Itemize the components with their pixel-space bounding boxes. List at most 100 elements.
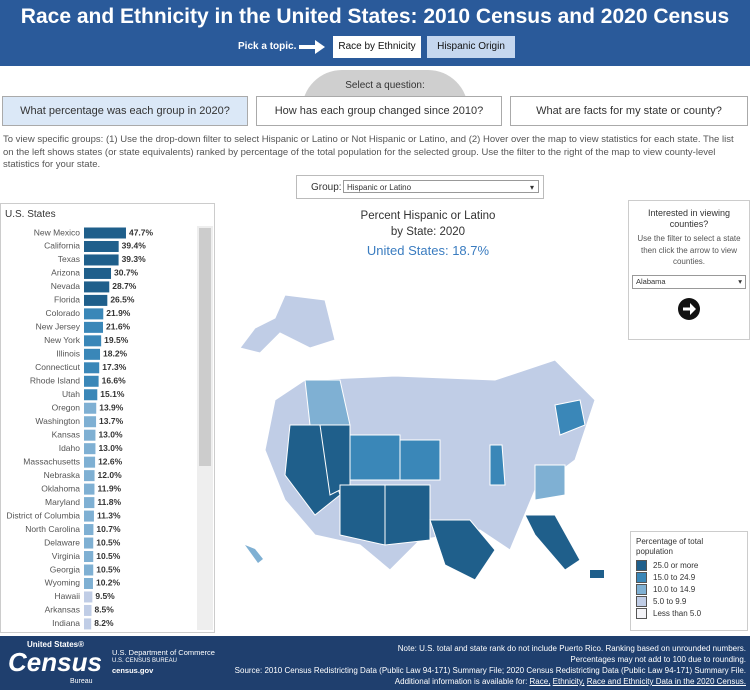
- bar: [84, 389, 98, 401]
- bureau: U.S. CENSUS BUREAU: [112, 658, 178, 664]
- state-label: Virginia: [52, 551, 80, 561]
- legend-item: 25.0 or more: [636, 560, 742, 571]
- agency: U.S. Department of Commerce U.S. CENSUS …: [112, 648, 215, 675]
- bar: [84, 429, 96, 441]
- value-label: 19.5%: [104, 335, 129, 345]
- state-label: Nevada: [51, 281, 81, 291]
- bar: [84, 294, 108, 306]
- value-label: 18.2%: [103, 349, 128, 359]
- state-label: Maryland: [45, 497, 80, 507]
- state-label: Arkansas: [45, 605, 80, 615]
- county-hint: Use the filter to select a state then cl…: [637, 234, 741, 266]
- question-tab-button[interactable]: How has each group changed since 2010?: [256, 96, 502, 126]
- pick-label: Pick a topic.: [238, 41, 297, 52]
- legend-label: 25.0 or more: [653, 561, 699, 570]
- legend-swatch: [636, 560, 647, 571]
- dept: U.S. Department of Commerce: [112, 648, 215, 657]
- state-dropdown[interactable]: Alabama ▾: [632, 274, 746, 289]
- logo-sub: Bureau: [70, 678, 93, 685]
- state-value: Alabama: [636, 276, 666, 286]
- bar: [84, 537, 94, 549]
- state-label: New York: [44, 335, 81, 345]
- bar: [84, 348, 101, 360]
- bar: [84, 483, 95, 495]
- value-label: 21.9%: [106, 308, 131, 318]
- value-label: 10.7%: [96, 524, 121, 534]
- state-label: Oklahoma: [41, 483, 80, 493]
- state-label: Washington: [35, 416, 80, 426]
- bar: [84, 470, 95, 482]
- bar: [84, 591, 93, 603]
- legend-label: 15.0 to 24.9: [653, 573, 696, 582]
- scrollbar[interactable]: [197, 226, 213, 630]
- state-label: Idaho: [59, 443, 81, 453]
- state-label: Nebraska: [44, 470, 81, 480]
- us-value: 18.7%: [452, 243, 490, 258]
- state-label: Massachusetts: [23, 456, 80, 466]
- value-label: 30.7%: [114, 268, 139, 278]
- link[interactable]: Race and Ethnicity Data in the 2020 Cens…: [586, 677, 746, 686]
- question-tab-button[interactable]: What percentage was each group in 2020?: [2, 96, 248, 126]
- legend-swatch: [636, 584, 647, 595]
- more: Additional information is available for:…: [186, 676, 746, 687]
- go-arrow[interactable]: [677, 297, 701, 321]
- group-dropdown[interactable]: Hispanic or Latino ▾: [343, 180, 539, 193]
- bar: [84, 456, 96, 468]
- dropdown-value: Hispanic or Latino: [347, 183, 412, 192]
- value-label: 13.0%: [98, 443, 123, 453]
- bar: [84, 375, 99, 387]
- note: Source: 2010 Census Redistricting Data (…: [234, 666, 746, 675]
- value-label: 10.2%: [96, 578, 121, 588]
- title: Race and Ethnicity in the United States:…: [20, 5, 730, 28]
- bar: [84, 240, 119, 252]
- bar: [84, 577, 93, 589]
- state-label: Arizona: [51, 268, 80, 278]
- us-total: United States: 18.7%: [300, 243, 556, 259]
- topic-button[interactable]: Hispanic Origin: [427, 36, 515, 58]
- state-label: New Mexico: [34, 227, 81, 237]
- group-filter: Group: Hispanic or Latino ▾: [296, 175, 544, 199]
- question-tab-button[interactable]: What are facts for my state or county?: [510, 96, 748, 126]
- bar: [84, 362, 100, 374]
- state-label: California: [44, 241, 80, 251]
- value-label: 21.6%: [106, 322, 131, 332]
- value-label: 11.3%: [97, 510, 121, 520]
- bar: [84, 618, 92, 630]
- bar: [84, 321, 104, 333]
- link[interactable]: Race,: [529, 677, 551, 686]
- bar: [84, 281, 110, 293]
- question-label: Select a question:: [345, 80, 425, 91]
- legend-item: 10.0 to 14.9: [636, 584, 742, 595]
- site: census.gov: [112, 666, 154, 675]
- value-label: 15.1%: [100, 389, 125, 399]
- instructions: To view specific groups: (1) Use the dro…: [3, 134, 734, 170]
- county-title: Interested in viewing counties?: [647, 208, 731, 229]
- legend-swatch: [636, 608, 647, 619]
- legend-swatch: [636, 572, 647, 583]
- value-label: 8.5%: [94, 605, 114, 615]
- bar: [84, 551, 94, 563]
- link[interactable]: Ethnicity,: [552, 677, 585, 686]
- state-label: Colorado: [46, 308, 81, 318]
- value-label: 26.5%: [110, 295, 135, 305]
- value-label: 11.8%: [97, 497, 121, 507]
- value-label: 13.7%: [99, 416, 124, 426]
- note: Note: U.S. total and state rank do not i…: [397, 644, 746, 653]
- state-label: Georgia: [50, 564, 81, 574]
- bar: [84, 335, 102, 347]
- state-label: Hawaii: [54, 591, 80, 601]
- legend-item: 15.0 to 24.9: [636, 572, 742, 583]
- value-label: 47.7%: [129, 227, 154, 237]
- legend-label: Less than 5.0: [653, 609, 702, 618]
- bar: [84, 254, 119, 266]
- legend-item: 5.0 to 9.9: [636, 596, 742, 607]
- logo-top: United States®: [27, 640, 85, 649]
- legend-swatch: [636, 596, 647, 607]
- state-label: Indiana: [52, 618, 80, 628]
- topic-button[interactable]: Race by Ethnicity: [333, 36, 421, 58]
- bar: [84, 524, 94, 536]
- value-label: 12.0%: [98, 470, 123, 480]
- bar: [84, 227, 126, 239]
- legend: Percentage of total population 25.0 or m…: [630, 531, 748, 631]
